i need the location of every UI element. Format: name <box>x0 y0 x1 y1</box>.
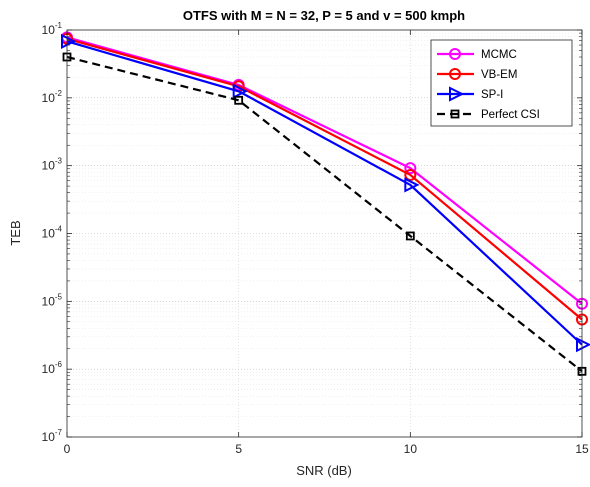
y-tick-exponent: -5 <box>55 292 63 301</box>
y-tick-base: 10 <box>42 91 56 105</box>
y-tick-base: 10 <box>42 23 56 37</box>
data-point <box>61 33 77 49</box>
y-tick-label: 10-3 <box>42 157 63 173</box>
series-sp-i <box>61 33 590 353</box>
data-point <box>404 177 420 193</box>
legend-label: SP-I <box>481 89 503 101</box>
legend-entry: Perfect CSI <box>437 109 540 121</box>
y-tick-label: 10-4 <box>42 225 63 241</box>
series-layer <box>61 31 590 376</box>
data-point <box>405 231 415 241</box>
legend-marker <box>449 68 461 80</box>
data-point <box>404 168 417 181</box>
y-axis-label: TEB <box>8 220 23 245</box>
y-tick-label: 10-2 <box>42 89 63 105</box>
data-point <box>234 95 244 105</box>
legend-label: MCMC <box>481 49 517 61</box>
y-tick-base: 10 <box>42 227 56 241</box>
y-tick-base: 10 <box>42 159 56 173</box>
x-axis-label: SNR (dB) <box>296 463 352 478</box>
y-tick-exponent: -4 <box>55 225 63 234</box>
legend-entry: SP-I <box>437 86 503 102</box>
x-tick-label: 5 <box>235 442 242 456</box>
x-tick-label: 10 <box>404 442 418 456</box>
x-tick-label: 15 <box>575 442 589 456</box>
data-point <box>232 83 248 99</box>
series-line <box>66 55 583 373</box>
legend-marker <box>449 48 461 60</box>
series-line <box>66 37 583 321</box>
legend-marker <box>450 109 460 119</box>
y-tick-exponent: -2 <box>55 89 63 98</box>
series-line <box>66 36 583 305</box>
legend-entry: MCMC <box>437 48 517 61</box>
legend: MCMC VB-EM SP-I Perfect CSI <box>430 39 573 127</box>
y-tick-label: 10-6 <box>42 360 63 376</box>
y-tick-base: 10 <box>42 430 56 444</box>
legend-label: VB-EM <box>481 69 517 81</box>
series-line <box>66 40 583 346</box>
y-tick-exponent: -1 <box>55 21 63 30</box>
y-tick-label: 10-5 <box>42 292 63 308</box>
x-tick-label: 0 <box>64 442 71 456</box>
y-tick-label: 10-7 <box>42 428 63 444</box>
y-tick-exponent: -6 <box>55 360 63 369</box>
y-tick-exponent: -7 <box>55 428 63 437</box>
chart-title: OTFS with M = N = 32, P = 5 and v = 500 … <box>183 8 465 23</box>
legend-label: Perfect CSI <box>481 109 540 121</box>
data-point <box>576 337 590 353</box>
legend-entry: VB-EM <box>437 68 517 81</box>
y-tick-base: 10 <box>42 362 56 376</box>
y-tick-label: 10-1 <box>42 21 63 37</box>
y-tick-base: 10 <box>42 294 56 308</box>
data-point <box>404 162 417 175</box>
y-tick-exponent: -3 <box>55 157 63 166</box>
legend-marker <box>449 86 465 102</box>
